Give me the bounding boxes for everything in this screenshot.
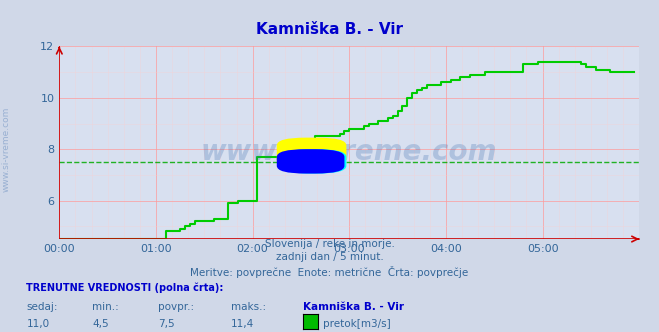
Text: 4,5: 4,5 — [92, 319, 109, 329]
Text: Kamniška B. - Vir: Kamniška B. - Vir — [256, 22, 403, 37]
Text: zadnji dan / 5 minut.: zadnji dan / 5 minut. — [275, 252, 384, 262]
Text: www.si-vreme.com: www.si-vreme.com — [2, 107, 11, 192]
Text: 11,4: 11,4 — [231, 319, 254, 329]
Text: www.si-vreme.com: www.si-vreme.com — [201, 138, 498, 166]
FancyBboxPatch shape — [277, 149, 345, 174]
Text: TRENUTNE VREDNOSTI (polna črta):: TRENUTNE VREDNOSTI (polna črta): — [26, 283, 224, 293]
Text: povpr.:: povpr.: — [158, 302, 194, 312]
FancyBboxPatch shape — [277, 138, 347, 167]
Text: Slovenija / reke in morje.: Slovenija / reke in morje. — [264, 239, 395, 249]
Text: pretok[m3/s]: pretok[m3/s] — [323, 319, 391, 329]
Text: sedaj:: sedaj: — [26, 302, 58, 312]
FancyBboxPatch shape — [281, 149, 347, 174]
Text: 11,0: 11,0 — [26, 319, 49, 329]
Text: 7,5: 7,5 — [158, 319, 175, 329]
Text: Meritve: povprečne  Enote: metrične  Črta: povprečje: Meritve: povprečne Enote: metrične Črta:… — [190, 266, 469, 278]
Text: min.:: min.: — [92, 302, 119, 312]
Text: maks.:: maks.: — [231, 302, 266, 312]
Text: Kamniška B. - Vir: Kamniška B. - Vir — [303, 302, 404, 312]
